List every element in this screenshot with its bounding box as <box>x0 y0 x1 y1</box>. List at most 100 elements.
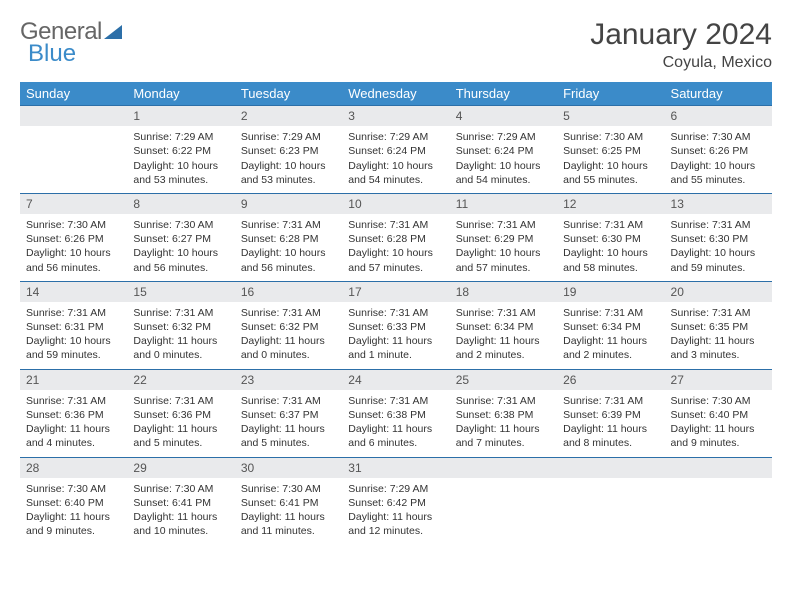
day-content-cell: Sunrise: 7:31 AMSunset: 6:28 PMDaylight:… <box>235 214 342 281</box>
day-number-cell: 16 <box>235 281 342 302</box>
daynum-row: 78910111213 <box>20 193 772 214</box>
day-number-cell: 13 <box>665 193 772 214</box>
sun-times-text: Sunrise: 7:31 AMSunset: 6:32 PMDaylight:… <box>241 306 338 363</box>
content-row: Sunrise: 7:31 AMSunset: 6:31 PMDaylight:… <box>20 302 772 369</box>
day-content-cell: Sunrise: 7:30 AMSunset: 6:26 PMDaylight:… <box>665 126 772 193</box>
daynum-row: 14151617181920 <box>20 281 772 302</box>
sun-times-text: Sunrise: 7:31 AMSunset: 6:28 PMDaylight:… <box>348 218 445 275</box>
day-number-cell: 24 <box>342 369 449 390</box>
day-number-cell: 17 <box>342 281 449 302</box>
sun-times-text: Sunrise: 7:31 AMSunset: 6:37 PMDaylight:… <box>241 394 338 451</box>
brand-part2: Blue <box>28 40 76 68</box>
day-number-cell: 30 <box>235 457 342 478</box>
content-row: Sunrise: 7:30 AMSunset: 6:40 PMDaylight:… <box>20 478 772 545</box>
day-number-cell: 28 <box>20 457 127 478</box>
day-number-cell: 15 <box>127 281 234 302</box>
day-number-cell: 27 <box>665 369 772 390</box>
header: General January 2024 Coyula, Mexico <box>20 18 772 72</box>
day-content-cell: Sunrise: 7:29 AMSunset: 6:23 PMDaylight:… <box>235 126 342 193</box>
day-content-cell: Sunrise: 7:29 AMSunset: 6:22 PMDaylight:… <box>127 126 234 193</box>
day-number-cell: 11 <box>450 193 557 214</box>
day-number-cell: 7 <box>20 193 127 214</box>
day-number-cell: 3 <box>342 106 449 127</box>
day-number-cell: 19 <box>557 281 664 302</box>
calendar-table: Sunday Monday Tuesday Wednesday Thursday… <box>20 82 772 544</box>
sun-times-text: Sunrise: 7:31 AMSunset: 6:29 PMDaylight:… <box>456 218 553 275</box>
sun-times-text: Sunrise: 7:30 AMSunset: 6:40 PMDaylight:… <box>671 394 768 451</box>
sun-times-text: Sunrise: 7:31 AMSunset: 6:30 PMDaylight:… <box>671 218 768 275</box>
day-number-cell: 5 <box>557 106 664 127</box>
sun-times-text: Sunrise: 7:30 AMSunset: 6:26 PMDaylight:… <box>26 218 123 275</box>
day-content-cell: Sunrise: 7:31 AMSunset: 6:30 PMDaylight:… <box>665 214 772 281</box>
sun-times-text: Sunrise: 7:30 AMSunset: 6:27 PMDaylight:… <box>133 218 230 275</box>
sun-times-text: Sunrise: 7:30 AMSunset: 6:40 PMDaylight:… <box>26 482 123 539</box>
content-row: Sunrise: 7:30 AMSunset: 6:26 PMDaylight:… <box>20 214 772 281</box>
day-content-cell: Sunrise: 7:31 AMSunset: 6:30 PMDaylight:… <box>557 214 664 281</box>
day-header: Saturday <box>665 82 772 106</box>
day-header: Monday <box>127 82 234 106</box>
day-content-cell: Sunrise: 7:30 AMSunset: 6:27 PMDaylight:… <box>127 214 234 281</box>
daynum-row: 123456 <box>20 106 772 127</box>
day-content-cell: Sunrise: 7:30 AMSunset: 6:41 PMDaylight:… <box>127 478 234 545</box>
day-number-cell: 22 <box>127 369 234 390</box>
day-content-cell <box>450 478 557 545</box>
day-content-cell: Sunrise: 7:31 AMSunset: 6:31 PMDaylight:… <box>20 302 127 369</box>
day-number-cell: 8 <box>127 193 234 214</box>
day-content-cell: Sunrise: 7:31 AMSunset: 6:39 PMDaylight:… <box>557 390 664 457</box>
sun-times-text: Sunrise: 7:31 AMSunset: 6:31 PMDaylight:… <box>26 306 123 363</box>
day-number-cell <box>20 106 127 127</box>
day-number-cell: 31 <box>342 457 449 478</box>
day-header: Thursday <box>450 82 557 106</box>
daynum-row: 28293031 <box>20 457 772 478</box>
sun-times-text: Sunrise: 7:31 AMSunset: 6:36 PMDaylight:… <box>26 394 123 451</box>
day-content-cell: Sunrise: 7:31 AMSunset: 6:35 PMDaylight:… <box>665 302 772 369</box>
day-content-cell: Sunrise: 7:29 AMSunset: 6:24 PMDaylight:… <box>450 126 557 193</box>
day-number-cell: 6 <box>665 106 772 127</box>
day-number-cell: 18 <box>450 281 557 302</box>
day-number-cell <box>450 457 557 478</box>
daynum-row: 21222324252627 <box>20 369 772 390</box>
month-title: January 2024 <box>590 18 772 52</box>
day-content-cell: Sunrise: 7:30 AMSunset: 6:40 PMDaylight:… <box>665 390 772 457</box>
day-content-cell: Sunrise: 7:30 AMSunset: 6:41 PMDaylight:… <box>235 478 342 545</box>
sun-times-text: Sunrise: 7:29 AMSunset: 6:42 PMDaylight:… <box>348 482 445 539</box>
day-number-cell: 26 <box>557 369 664 390</box>
day-content-cell: Sunrise: 7:31 AMSunset: 6:33 PMDaylight:… <box>342 302 449 369</box>
title-block: January 2024 Coyula, Mexico <box>590 18 772 72</box>
day-number-cell: 20 <box>665 281 772 302</box>
day-content-cell: Sunrise: 7:31 AMSunset: 6:36 PMDaylight:… <box>127 390 234 457</box>
sun-times-text: Sunrise: 7:31 AMSunset: 6:35 PMDaylight:… <box>671 306 768 363</box>
day-number-cell: 25 <box>450 369 557 390</box>
day-content-cell: Sunrise: 7:31 AMSunset: 6:34 PMDaylight:… <box>557 302 664 369</box>
sun-times-text: Sunrise: 7:31 AMSunset: 6:38 PMDaylight:… <box>456 394 553 451</box>
location-label: Coyula, Mexico <box>590 54 772 72</box>
day-content-cell: Sunrise: 7:30 AMSunset: 6:25 PMDaylight:… <box>557 126 664 193</box>
day-header: Wednesday <box>342 82 449 106</box>
sun-times-text: Sunrise: 7:30 AMSunset: 6:41 PMDaylight:… <box>133 482 230 539</box>
day-number-cell: 21 <box>20 369 127 390</box>
sun-times-text: Sunrise: 7:31 AMSunset: 6:38 PMDaylight:… <box>348 394 445 451</box>
day-content-cell: Sunrise: 7:31 AMSunset: 6:34 PMDaylight:… <box>450 302 557 369</box>
sun-times-text: Sunrise: 7:31 AMSunset: 6:28 PMDaylight:… <box>241 218 338 275</box>
day-content-cell <box>557 478 664 545</box>
day-number-cell: 4 <box>450 106 557 127</box>
day-content-cell <box>20 126 127 193</box>
content-row: Sunrise: 7:31 AMSunset: 6:36 PMDaylight:… <box>20 390 772 457</box>
day-content-cell: Sunrise: 7:31 AMSunset: 6:38 PMDaylight:… <box>450 390 557 457</box>
day-content-cell: Sunrise: 7:31 AMSunset: 6:38 PMDaylight:… <box>342 390 449 457</box>
sun-times-text: Sunrise: 7:31 AMSunset: 6:30 PMDaylight:… <box>563 218 660 275</box>
sun-times-text: Sunrise: 7:30 AMSunset: 6:26 PMDaylight:… <box>671 130 768 187</box>
day-number-cell: 9 <box>235 193 342 214</box>
day-number-cell <box>665 457 772 478</box>
day-number-cell: 10 <box>342 193 449 214</box>
day-number-cell: 23 <box>235 369 342 390</box>
sun-times-text: Sunrise: 7:31 AMSunset: 6:34 PMDaylight:… <box>456 306 553 363</box>
sun-times-text: Sunrise: 7:30 AMSunset: 6:41 PMDaylight:… <box>241 482 338 539</box>
day-number-cell: 12 <box>557 193 664 214</box>
day-content-cell: Sunrise: 7:31 AMSunset: 6:29 PMDaylight:… <box>450 214 557 281</box>
sun-times-text: Sunrise: 7:31 AMSunset: 6:34 PMDaylight:… <box>563 306 660 363</box>
day-content-cell: Sunrise: 7:29 AMSunset: 6:24 PMDaylight:… <box>342 126 449 193</box>
day-content-cell: Sunrise: 7:30 AMSunset: 6:26 PMDaylight:… <box>20 214 127 281</box>
day-content-cell <box>665 478 772 545</box>
day-content-cell: Sunrise: 7:31 AMSunset: 6:32 PMDaylight:… <box>127 302 234 369</box>
